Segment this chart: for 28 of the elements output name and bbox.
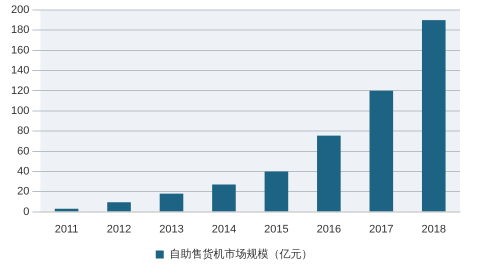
bar — [264, 171, 288, 212]
x-tick-label: 2013 — [159, 223, 184, 236]
bar — [160, 194, 184, 212]
y-tick-label: 80 — [17, 125, 30, 138]
legend-label: 自助售货机市场规模（亿元） — [169, 248, 312, 261]
x-tick-label: 2011 — [54, 223, 78, 236]
bar — [370, 90, 394, 212]
x-tick-label: 2016 — [316, 223, 342, 236]
y-tick-label: 120 — [10, 84, 30, 97]
y-tick-label: 140 — [10, 64, 30, 77]
y-tick-label: 0 — [23, 206, 30, 218]
y-tick-label: 20 — [17, 186, 30, 198]
y-tick-label: 180 — [10, 24, 30, 36]
y-tick-label: 200 — [10, 4, 30, 16]
y-tick-label: 160 — [10, 44, 30, 56]
bar — [317, 136, 341, 212]
x-tick-label: 2012 — [106, 223, 132, 236]
bar — [212, 184, 236, 212]
x-tick-label: 2018 — [422, 223, 446, 236]
bar — [54, 208, 78, 212]
x-tick-label: 2015 — [264, 223, 289, 236]
y-tick-label: 100 — [10, 104, 30, 117]
y-tick-label: 40 — [17, 165, 30, 178]
bar — [107, 202, 131, 212]
x-tick-label: 2017 — [369, 223, 394, 236]
x-tick-label: 2014 — [212, 223, 236, 236]
bar — [422, 20, 446, 212]
y-tick-label: 60 — [17, 145, 30, 158]
